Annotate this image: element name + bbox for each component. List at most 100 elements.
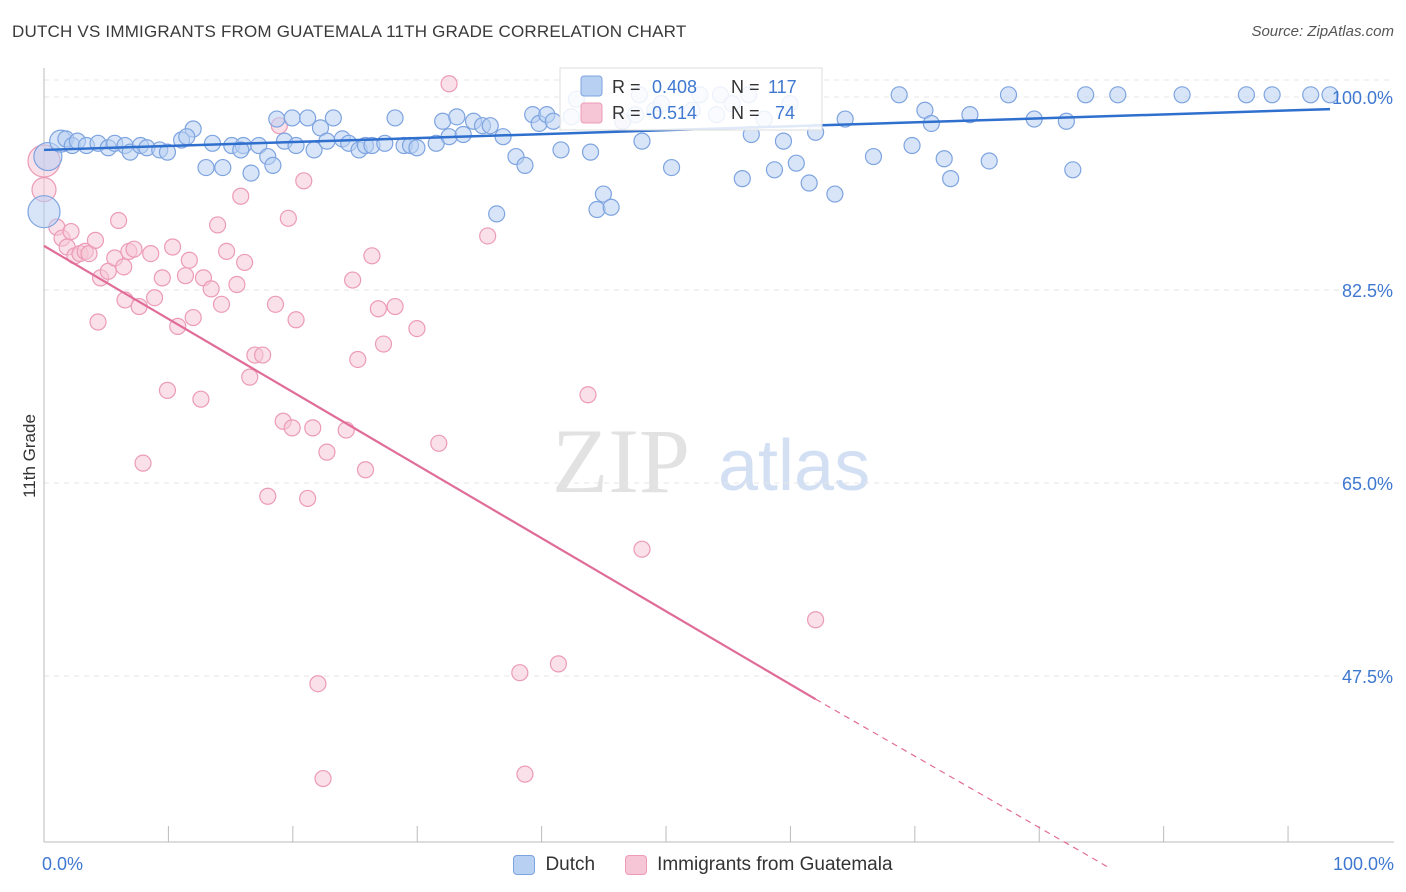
guatemala-point-57 (344, 271, 362, 289)
x-tick-label-min: 0.0% (42, 854, 83, 874)
dutch-point-31 (283, 109, 301, 127)
guatemala-point-44 (266, 295, 285, 313)
y-tick-label-2: 65.0% (1342, 474, 1393, 494)
guatemala-point-35 (212, 295, 231, 313)
guatemala-point-42 (254, 346, 272, 364)
guatemala-point-34 (209, 216, 227, 234)
dutch-point-101 (942, 170, 960, 188)
guatemala-point-11 (89, 313, 107, 331)
watermark: ZIP atlas (552, 410, 870, 512)
dutch-point-52 (454, 125, 472, 144)
watermark-zip: ZIP (552, 410, 690, 512)
guatemala-point-19 (125, 240, 143, 258)
dutch-point-18 (178, 128, 196, 146)
trend-line-guatemala (43, 244, 817, 701)
dutch-point-49 (434, 112, 452, 130)
dutch-point-64 (552, 141, 570, 159)
dutch-point-37 (324, 109, 342, 127)
guatemala-point-5 (62, 222, 80, 241)
guatemala-point-74 (806, 611, 825, 629)
guatemala-point-37 (228, 275, 246, 294)
guatemala-point-52 (304, 419, 322, 437)
dutch-point-73 (633, 132, 651, 150)
guatemala-point-69 (516, 765, 534, 783)
guatemala-point-68 (511, 664, 529, 682)
dutch-point-113 (1302, 86, 1320, 104)
legend-swatch-dutch (580, 75, 603, 97)
dutch-point-29 (268, 110, 286, 128)
dutch-point-103 (980, 152, 998, 170)
dutch-point-100 (935, 150, 953, 168)
dutch-point-57 (488, 205, 506, 223)
dutch-point-102 (961, 106, 979, 124)
dutch-point-89 (787, 154, 805, 172)
dutch-point-51 (448, 108, 466, 126)
guatemala-point-25 (158, 381, 177, 399)
dutch-point-67 (581, 143, 600, 161)
guatemala-point-36 (218, 242, 236, 260)
guatemala-point-60 (363, 247, 381, 265)
legend-box (559, 67, 823, 131)
dutch-point-87 (765, 161, 784, 179)
dutch-point-19 (197, 158, 215, 177)
dutch-point-104 (999, 86, 1018, 104)
legend-label-guatemala: Immigrants from Guatemala (657, 854, 893, 875)
y-tick-label-0: 100.0% (1332, 88, 1393, 108)
guatemala-point-22 (142, 245, 160, 263)
guatemala-point-24 (153, 269, 171, 287)
guatemala-point-62 (374, 335, 393, 353)
legend-item-dutch: Dutch (513, 854, 595, 876)
guatemala-point-38 (232, 187, 250, 205)
x-axis-ticks (43, 826, 1289, 842)
guatemala-point-58 (349, 350, 367, 369)
dutch-point-32 (287, 136, 305, 155)
guatemala-point-63 (386, 297, 404, 316)
guatemala-point-53 (309, 675, 327, 693)
dutch-point-47 (408, 139, 426, 157)
guatemala-point-15 (109, 211, 128, 230)
x-tick-label-max: 100.0% (1333, 854, 1394, 874)
guatemala-point-28 (176, 267, 195, 285)
guatemala-point-51 (299, 489, 317, 508)
dutch-point-55 (481, 117, 499, 135)
guatemala-point-65 (430, 434, 448, 452)
legend-n-value-guatemala: 74 (775, 103, 795, 123)
legend-n-label-dutch: N = (731, 77, 760, 97)
guatemala-point-55 (318, 443, 336, 461)
dutch-point-109 (1109, 86, 1127, 104)
guatemala-point-71 (579, 386, 597, 404)
legend-dot-guatemala (625, 855, 648, 875)
y-tick-label-1: 82.5% (1342, 281, 1393, 301)
legend-swatch-guatemala (580, 102, 603, 124)
dutch-point-99 (922, 114, 940, 133)
guatemala-point-61 (369, 300, 387, 318)
dutch-point-106 (1057, 112, 1075, 130)
guatemala-point-50 (295, 172, 313, 190)
dutch-point-97 (903, 136, 921, 155)
legend-item-guatemala: Immigrants from Guatemala (625, 854, 893, 876)
dutch-point-63 (544, 112, 562, 130)
dutch-point-83 (733, 170, 751, 188)
dutch-point-69 (594, 185, 613, 203)
dutch-point-88 (774, 132, 793, 150)
guatemala-point-47 (279, 209, 297, 227)
guatemala-point-10 (86, 231, 105, 249)
dutch-point-96 (890, 86, 908, 104)
guatemala-point-49 (287, 311, 305, 329)
series-guatemala-points (27, 75, 825, 788)
guatemala-point-39 (236, 253, 254, 272)
dutch-point-95 (864, 147, 883, 166)
dutch-point-28 (264, 156, 282, 174)
dutch-point-26 (250, 136, 268, 155)
guatemala-point-29 (180, 251, 198, 269)
dutch-point-111 (1237, 86, 1256, 104)
guatemala-point-30 (184, 308, 202, 327)
dutch-point-70 (602, 198, 620, 216)
dutch-point-110 (1173, 86, 1191, 104)
legend-r-value-guatemala: -0.514 (646, 103, 697, 123)
dutch-point-24 (232, 141, 250, 159)
y-tick-labels: 100.0% 82.5% 65.0% 47.5% (1332, 88, 1393, 687)
dutch-point-25 (242, 164, 260, 182)
legend-r-label-dutch: R = (612, 77, 641, 97)
y-axis-title: 11th Grade (20, 414, 39, 498)
